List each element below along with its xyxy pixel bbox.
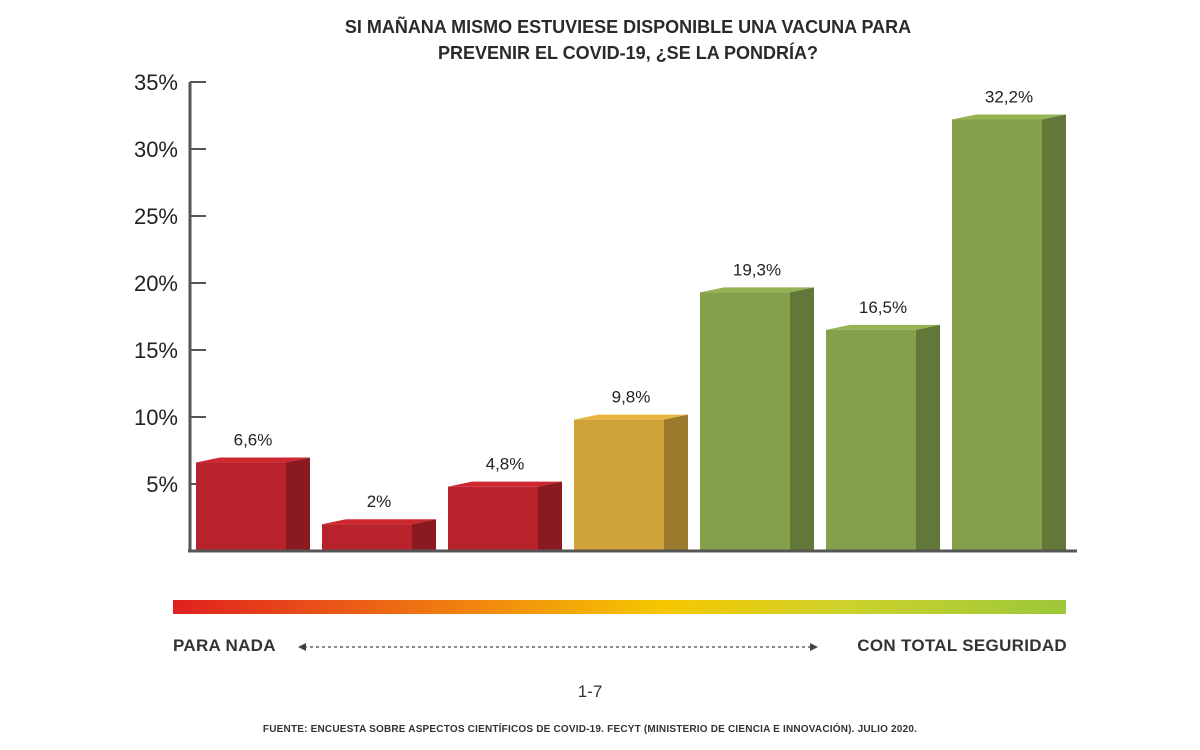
bar: [448, 481, 562, 551]
chart-title-line-1: SI MAÑANA MISMO ESTUVIESE DISPONIBLE UNA…: [344, 17, 912, 37]
bar-side-face: [916, 324, 940, 551]
bar-front-face: [952, 119, 1042, 552]
chart-title-line-2: PREVENIR EL COVID-19, ¿SE LA PONDRÍA?: [437, 43, 819, 63]
y-tick-label: 5%: [146, 472, 178, 497]
bar: [952, 114, 1066, 552]
y-tick-label: 30%: [134, 137, 178, 162]
bar-side-face: [538, 481, 562, 551]
bar: [196, 457, 310, 551]
y-tick-label: 15%: [134, 338, 178, 363]
bar-top-face: [196, 457, 310, 463]
y-tick-label: 25%: [134, 204, 178, 229]
bar-side-face: [790, 287, 814, 551]
bar-chart: 5% 10% 15% 20% 25% 30% 35% 6,6% 2% 4,8% 9,8% 19,3% 1…: [134, 70, 1077, 553]
y-tick-label: 35%: [134, 70, 178, 95]
bar: [322, 519, 436, 551]
bar-value-label: 16,5%: [859, 298, 907, 317]
bar-side-face: [1042, 114, 1066, 552]
source-note: FUENTE: ENCUESTA SOBRE ASPECTOS CIENTÍFI…: [262, 724, 918, 735]
scale-left-label: PARA NADA: [173, 636, 276, 655]
bar: [700, 287, 814, 551]
bar-front-face: [196, 462, 286, 551]
scale-right-label: CON TOTAL SEGURIDAD: [857, 636, 1067, 655]
bar-front-face: [322, 524, 412, 551]
bar: [826, 324, 940, 551]
x-axis-range-label: 1-7: [577, 682, 603, 701]
bar-top-face: [826, 324, 940, 330]
bar-side-face: [286, 457, 310, 551]
bar: [574, 414, 688, 551]
double-arrow-icon: [298, 643, 818, 651]
bar-value-label: 19,3%: [733, 260, 781, 279]
bar-top-face: [322, 519, 436, 525]
chart-title: SI MAÑANA MISMO ESTUVIESE DISPONIBLE UNA…: [0, 14, 1200, 66]
likert-gradient-bar: [173, 600, 1066, 614]
y-tick-label: 20%: [134, 271, 178, 296]
bar-value-label: 32,2%: [985, 88, 1033, 107]
y-tick-label: 10%: [134, 405, 178, 430]
bar-front-face: [448, 486, 538, 551]
bar-top-face: [952, 114, 1066, 120]
bar-value-label: 4,8%: [486, 455, 525, 474]
bar-top-face: [448, 481, 562, 487]
bar-top-face: [700, 287, 814, 293]
bar-front-face: [700, 292, 790, 551]
bar-front-face: [826, 329, 916, 551]
bar-side-face: [412, 519, 436, 551]
bar-front-face: [574, 419, 664, 551]
bar-side-face: [664, 414, 688, 551]
bar-top-face: [574, 414, 688, 420]
bar-value-label: 6,6%: [234, 431, 273, 450]
bar-value-label: 9,8%: [612, 388, 651, 407]
bar-value-label: 2%: [367, 492, 392, 511]
